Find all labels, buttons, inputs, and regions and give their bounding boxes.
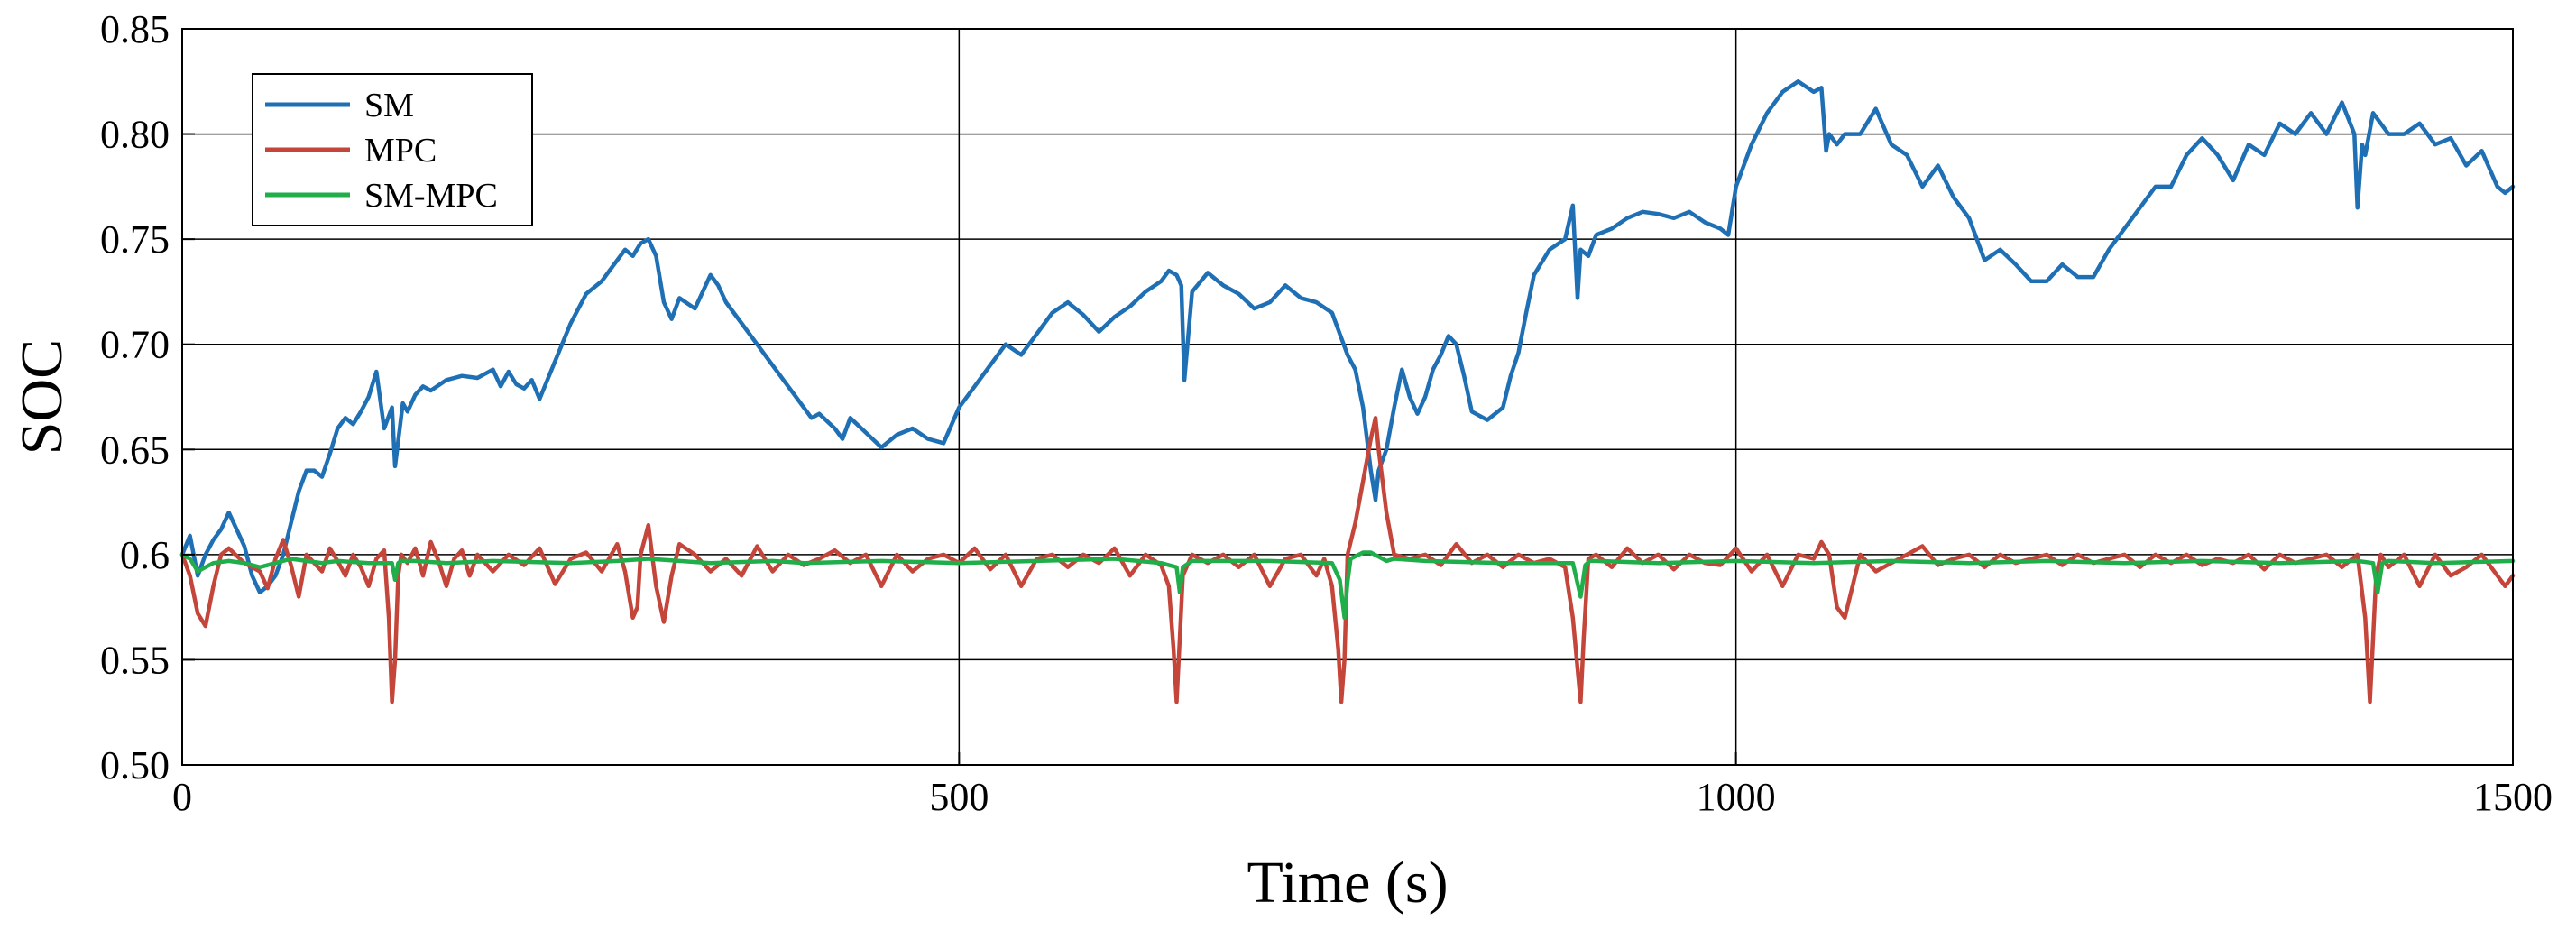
y-tick-label: 0.75 [100, 217, 170, 262]
y-axis-label: SOC [9, 339, 75, 455]
x-tick-label: 500 [929, 775, 989, 819]
series-lines [179, 79, 2516, 704]
y-tick-label: 0.55 [100, 638, 170, 682]
series-line-sm-mpc [179, 550, 2516, 621]
legend-label-sm-mpc: SM-MPC [364, 177, 498, 215]
y-tick-label: 0.85 [100, 7, 170, 51]
y-tick-label: 0.70 [100, 323, 170, 367]
series-line-mpc [179, 416, 2516, 704]
axis-tick-labels: 0 500 1000 1500 0.50 0.55 0.6 0.65 0.70 0.75 0.80 0… [100, 7, 2553, 819]
x-tick-label: 0 [172, 775, 192, 819]
y-tick-label: 0.65 [100, 428, 170, 472]
legend-label-mpc: MPC [364, 132, 437, 170]
legend-label-sm: SM [364, 87, 414, 124]
y-tick-label: 0.6 [120, 533, 170, 577]
x-tick-label: 1000 [1697, 775, 1776, 819]
plot-area-frame [181, 28, 2514, 766]
legend: SM MPC SM-MPC [252, 73, 533, 226]
series-line-sm [179, 79, 2516, 595]
x-tick-label: 1500 [2473, 775, 2553, 819]
y-tick-label: 0.50 [100, 743, 170, 787]
x-axis-label: Time (s) [1247, 850, 1448, 916]
y-tick-label: 0.80 [100, 113, 170, 157]
